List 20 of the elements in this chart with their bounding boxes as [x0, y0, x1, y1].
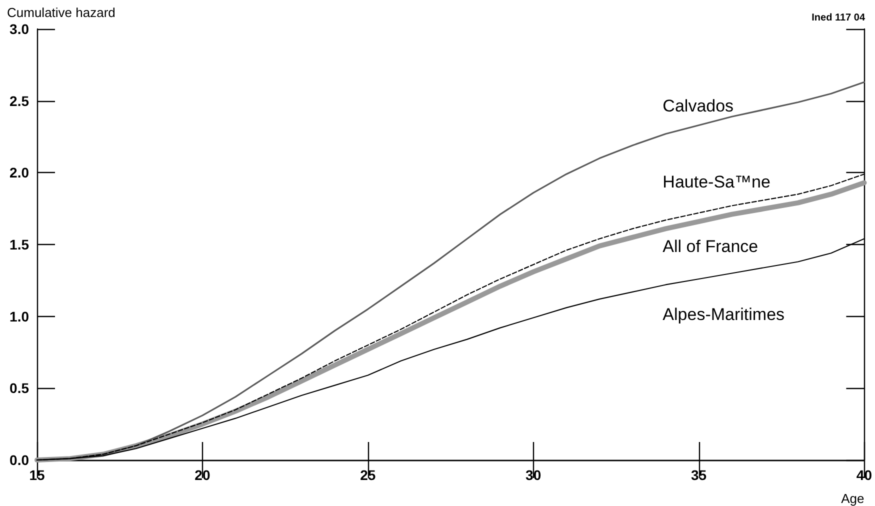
series-label: Calvados: [662, 96, 734, 116]
y-tick-label: 0.0: [10, 452, 30, 468]
x-tick-label: 30: [526, 467, 542, 483]
y-tick-label: 1.0: [10, 308, 30, 324]
y-axis-title: Cumulative hazard: [7, 5, 116, 20]
y-tick-label: 0.5: [10, 380, 30, 396]
series-label: Alpes-Maritimes: [662, 305, 785, 324]
x-tick-label: 15: [29, 467, 45, 483]
y-tick-label: 2.0: [10, 164, 30, 181]
y-tick-label: 3.0: [10, 21, 30, 37]
x-tick-label: 20: [194, 467, 210, 483]
x-tick-label: 40: [856, 467, 872, 483]
y-tick-label: 2.5: [10, 92, 30, 109]
series-label: All of France: [662, 237, 758, 256]
text: Ined 117 04: [812, 12, 866, 24]
series-label: Haute-Sa™ne: [662, 172, 770, 192]
x-tick-label: 35: [690, 467, 707, 483]
x-axis-title: Age: [841, 491, 864, 506]
x-tick-label: 25: [360, 467, 376, 483]
y-tick-label: 1.5: [10, 236, 30, 252]
